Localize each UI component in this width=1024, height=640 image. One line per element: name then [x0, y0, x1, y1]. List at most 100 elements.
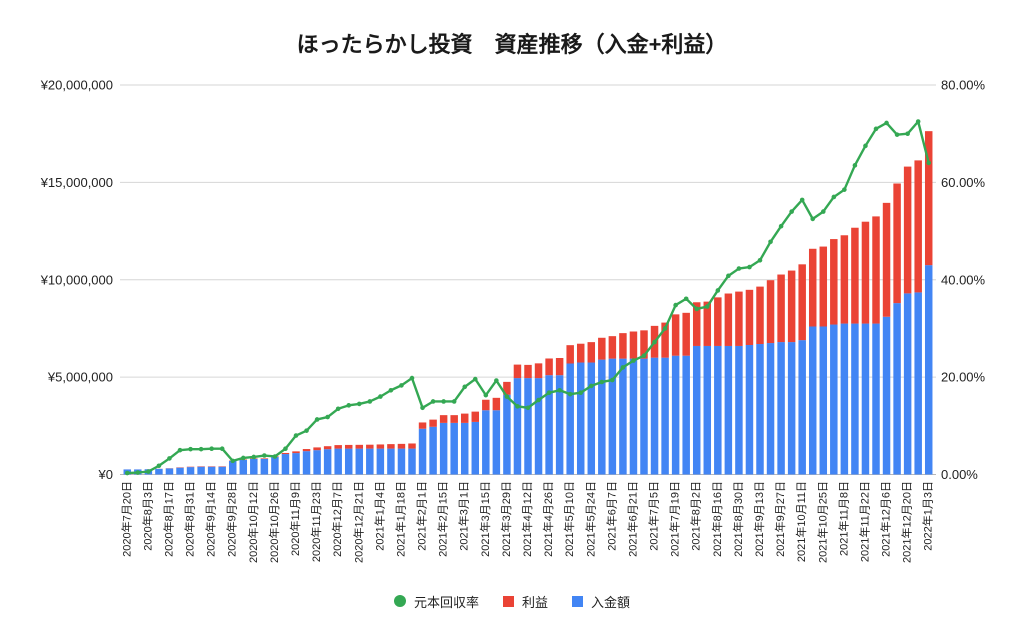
point-recovery-rate-39 — [536, 397, 541, 403]
point-recovery-rate-6 — [188, 446, 193, 452]
bar-profit-63 — [787, 270, 796, 343]
bar-profit-69 — [851, 227, 859, 324]
point-recovery-rate-35 — [494, 378, 499, 383]
bar-deposit-72 — [882, 316, 891, 475]
x-tick-label: 2020年7月20日 — [119, 481, 133, 557]
bar-profit-13 — [260, 458, 269, 459]
bar-deposit-69 — [851, 323, 859, 475]
bar-profit-59 — [745, 289, 754, 345]
y-right-tick-label: 60.00% — [941, 175, 986, 190]
bar-deposit-14 — [271, 456, 279, 475]
x-tick-label: 2020年10月26日 — [267, 481, 281, 563]
bar-profit-54 — [692, 302, 701, 346]
point-recovery-rate-76 — [926, 160, 932, 166]
point-recovery-rate-74 — [905, 131, 910, 136]
bars — [123, 131, 933, 475]
chart-title: ほったらかし投資 資産推移（入金+利益） — [296, 32, 728, 57]
x-tick-label: 2020年9月28日 — [225, 481, 239, 557]
bar-deposit-49 — [640, 358, 648, 475]
x-tick-label: 2021年8月2日 — [689, 481, 703, 551]
y-left-tick-label: ¥10,000,000 — [40, 272, 113, 287]
bar-deposit-19 — [323, 449, 332, 475]
legend-label-recovery-rate: 元本回収率 — [413, 594, 479, 610]
point-recovery-rate-4 — [167, 456, 172, 461]
bar-deposit-4 — [165, 468, 174, 475]
point-recovery-rate-28 — [420, 405, 425, 411]
bar-profit-70 — [861, 221, 870, 324]
y-right-tick-label: 80.00% — [941, 78, 986, 93]
x-tick-label: 2021年3月29日 — [499, 481, 513, 557]
legend-item-recovery-rate: 元本回収率 — [393, 592, 479, 611]
bar-deposit-61 — [766, 343, 775, 475]
bar-deposit-31 — [450, 422, 458, 475]
point-recovery-rate-2 — [146, 469, 151, 474]
legend-label-profit: 利益 — [521, 594, 548, 610]
bar-deposit-65 — [808, 326, 817, 475]
x-tick-label: 2021年2月1日 — [415, 481, 429, 551]
bar-deposit-54 — [692, 345, 701, 475]
x-tick-label: 2021年2月15日 — [436, 481, 450, 557]
point-recovery-rate-51 — [662, 326, 668, 331]
x-tick-label: 2020年12月7日 — [330, 481, 344, 557]
x-tick-label: 2021年6月21日 — [625, 481, 639, 557]
point-recovery-rate-50 — [652, 339, 657, 345]
bar-deposit-64 — [798, 340, 806, 475]
point-recovery-rate-33 — [472, 376, 478, 382]
bar-profit-16 — [292, 451, 300, 454]
point-recovery-rate-75 — [915, 119, 921, 124]
bar-deposit-28 — [418, 428, 427, 475]
bar-deposit-23 — [366, 448, 374, 475]
x-tick-label: 2021年3月1日 — [457, 481, 471, 551]
point-recovery-rate-73 — [894, 132, 900, 137]
bar-deposit-33 — [471, 421, 480, 475]
bar-profit-22 — [355, 444, 364, 449]
bar-profit-68 — [840, 235, 849, 324]
bar-profit-35 — [492, 397, 501, 411]
bar-profit-52 — [671, 314, 680, 356]
point-recovery-rate-41 — [557, 387, 562, 393]
point-recovery-rate-55 — [704, 304, 710, 309]
point-recovery-rate-20 — [335, 406, 341, 412]
point-recovery-rate-48 — [631, 358, 636, 363]
legend-item-deposit: 入金額 — [572, 592, 630, 611]
x-tick-label: 2021年4月12日 — [520, 481, 534, 557]
bar-deposit-47 — [619, 358, 627, 475]
bar-profit-76 — [924, 131, 933, 266]
x-tick-label: 2021年7月19日 — [668, 481, 682, 557]
bar-deposit-24 — [376, 448, 385, 475]
bar-deposit-8 — [207, 466, 216, 475]
bar-deposit-44 — [587, 362, 596, 475]
bar-deposit-52 — [671, 355, 680, 475]
point-recovery-rate-1 — [135, 470, 141, 475]
point-recovery-rate-13 — [262, 453, 267, 458]
bar-profit-15 — [281, 452, 290, 455]
bar-profit-39 — [534, 363, 543, 379]
bar-profit-47 — [619, 333, 627, 359]
bar-deposit-11 — [239, 459, 248, 475]
bar-profit-29 — [429, 419, 437, 427]
point-recovery-rate-54 — [694, 306, 700, 312]
x-tick-label: 2020年12月21日 — [351, 481, 365, 563]
point-recovery-rate-61 — [768, 239, 773, 245]
bar-profit-48 — [629, 331, 638, 359]
bar-profit-23 — [366, 444, 374, 449]
x-tick-label: 2021年11月8日 — [836, 481, 850, 556]
bar-deposit-62 — [777, 342, 785, 475]
point-recovery-rate-36 — [504, 394, 510, 399]
x-tick-label: 2021年1月18日 — [393, 481, 407, 557]
bar-profit-24 — [376, 444, 385, 449]
bar-profit-32 — [460, 413, 469, 423]
point-recovery-rate-58 — [736, 266, 742, 271]
bar-deposit-43 — [576, 362, 585, 475]
x-tick-label: 2021年8月30日 — [731, 481, 745, 557]
x-tick-label: 2021年10月25日 — [815, 481, 829, 563]
bar-deposit-13 — [260, 458, 269, 475]
bar-profit-55 — [703, 301, 712, 346]
point-recovery-rate-66 — [820, 209, 826, 214]
point-recovery-rate-14 — [272, 454, 278, 459]
bar-deposit-42 — [566, 363, 574, 475]
point-recovery-rate-16 — [293, 433, 299, 438]
bar-profit-18 — [313, 447, 321, 451]
point-recovery-rate-68 — [842, 187, 847, 192]
bar-deposit-32 — [460, 422, 469, 475]
